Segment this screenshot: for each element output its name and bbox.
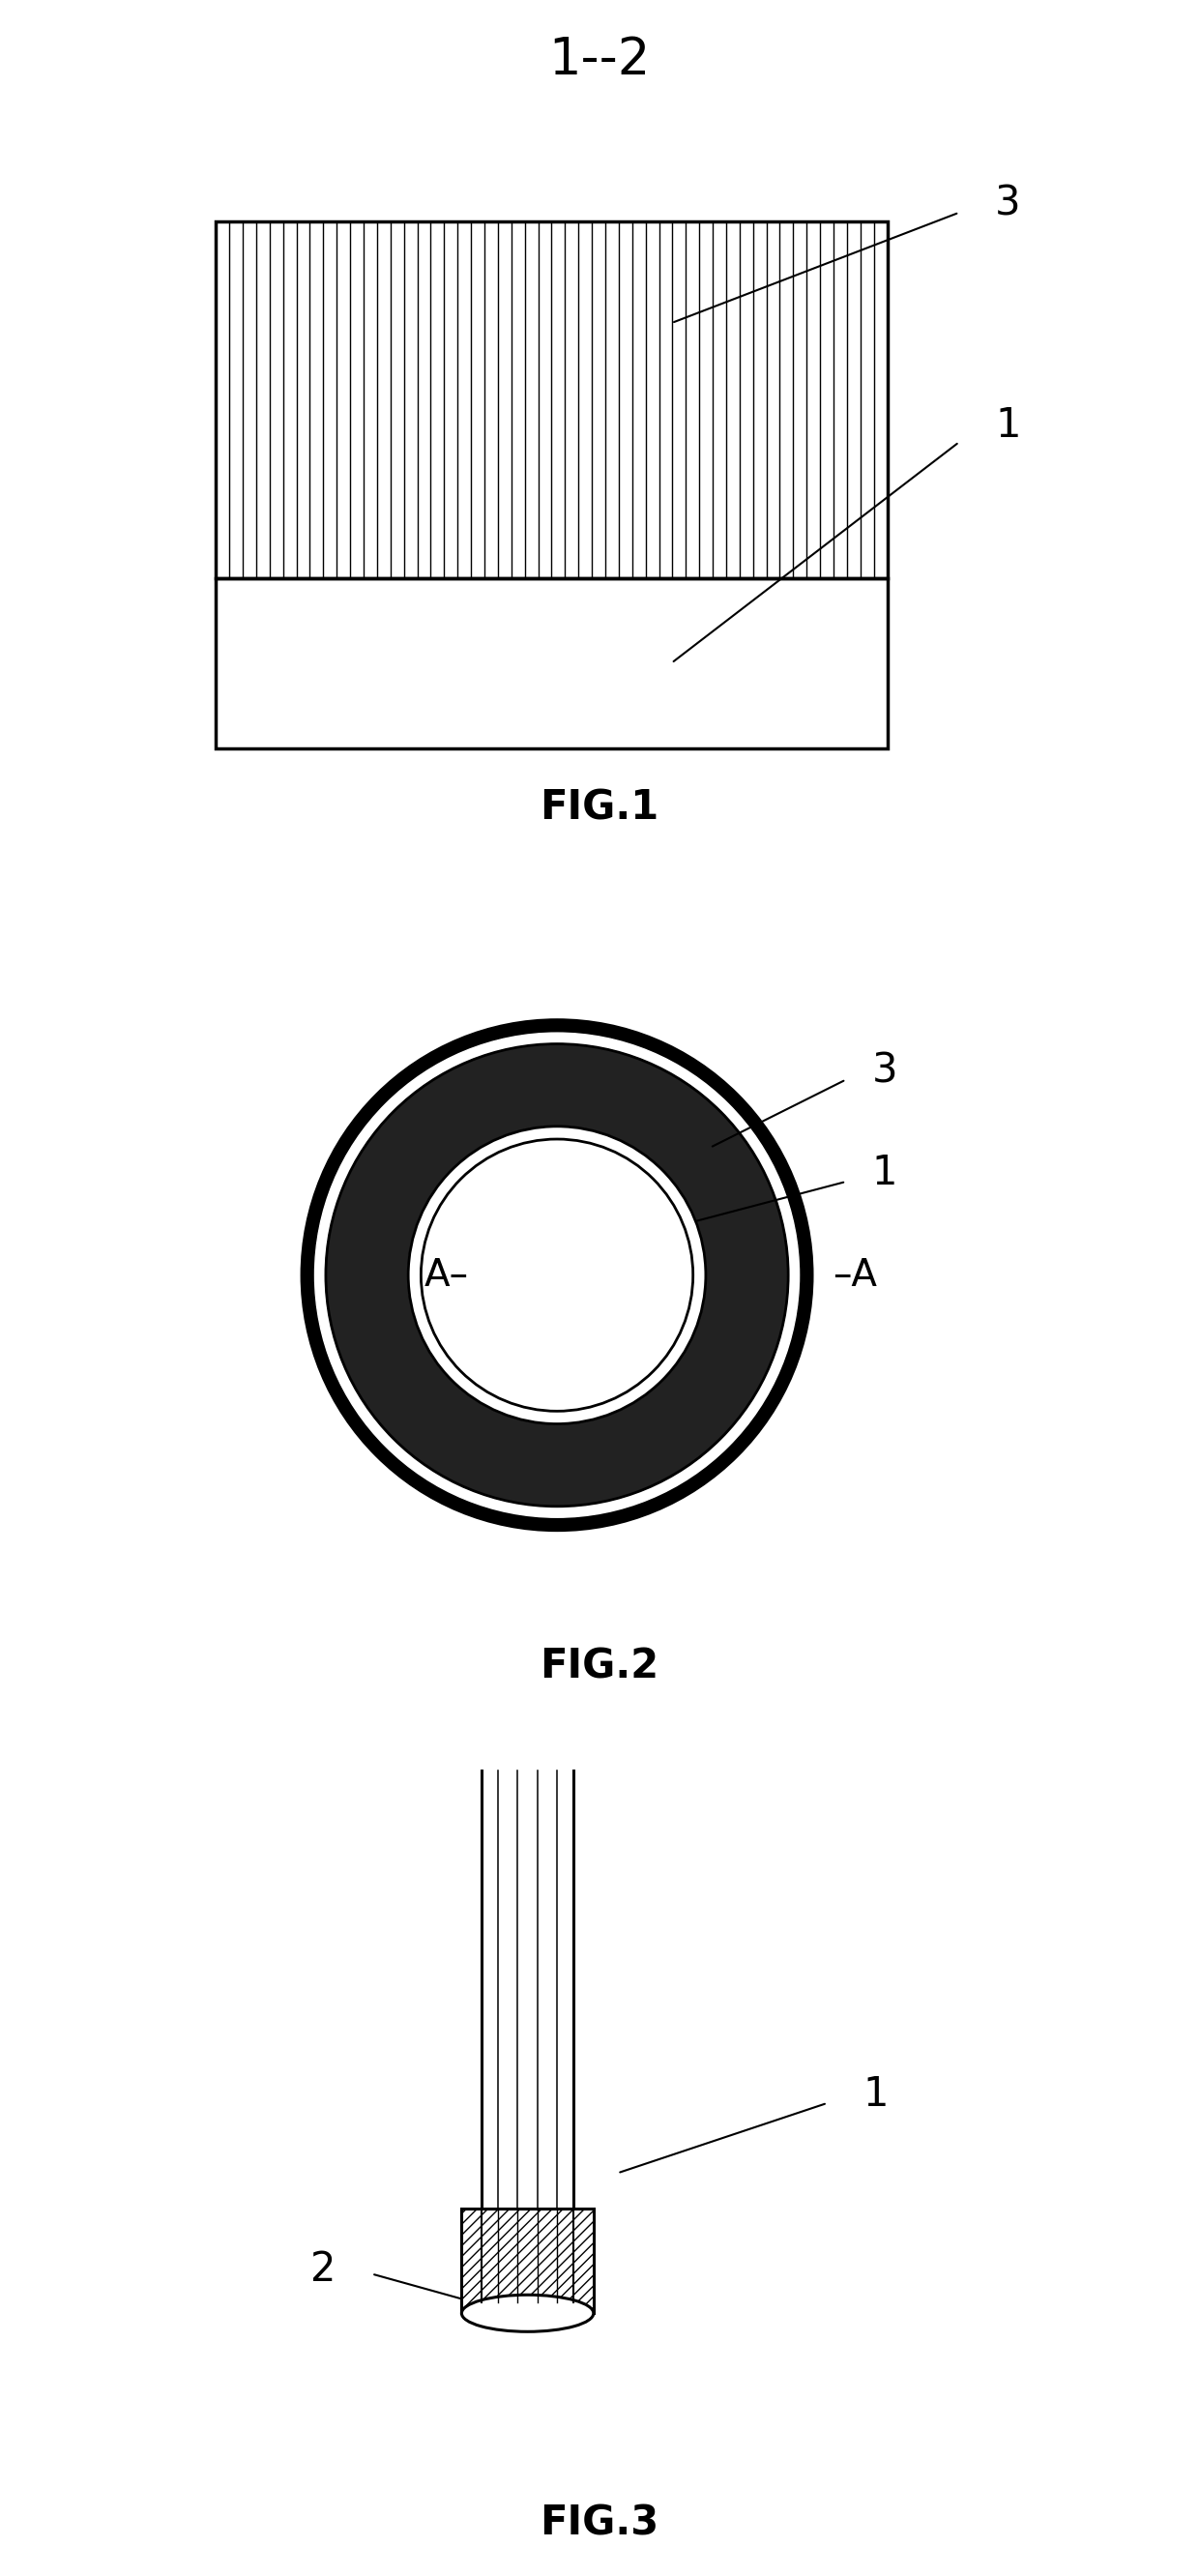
Text: 1: 1 — [995, 404, 1020, 446]
Text: –A: –A — [832, 1257, 876, 1293]
Text: 1--2: 1--2 — [549, 33, 650, 85]
Circle shape — [432, 1149, 682, 1401]
Circle shape — [326, 1043, 788, 1507]
Text: 1: 1 — [872, 1154, 897, 1193]
Circle shape — [408, 1126, 706, 1425]
Text: FIG.2: FIG.2 — [540, 1646, 659, 1687]
Text: 3: 3 — [995, 183, 1020, 224]
Bar — [216, 222, 887, 577]
Text: 3: 3 — [872, 1051, 897, 1092]
Text: 1: 1 — [863, 2074, 888, 2115]
Text: FIG.3: FIG.3 — [540, 2504, 659, 2543]
Bar — [216, 222, 887, 577]
Text: A–: A– — [424, 1257, 469, 1293]
Text: 2: 2 — [311, 2249, 336, 2290]
Ellipse shape — [462, 2295, 594, 2331]
Bar — [462, 2208, 594, 2313]
Bar — [216, 577, 887, 747]
Text: FIG.1: FIG.1 — [540, 788, 659, 827]
Circle shape — [302, 1020, 812, 1530]
Circle shape — [314, 1033, 800, 1517]
